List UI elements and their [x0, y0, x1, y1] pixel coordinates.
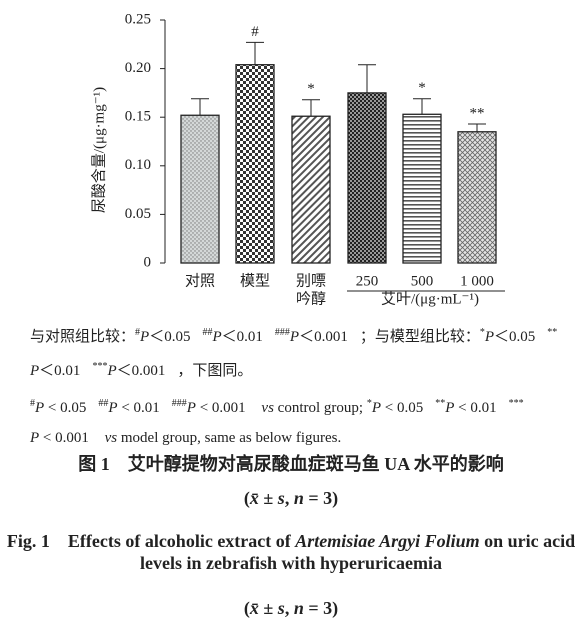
note-mark: ##: [202, 327, 213, 338]
y-tick-label: 0.10: [125, 157, 151, 173]
caption-stat-part: x̄: [249, 598, 259, 618]
caption-text: on uric acid levels in zebrafish with hy…: [140, 531, 576, 573]
note-p: P＜0.05: [140, 329, 191, 345]
bar: [402, 113, 442, 264]
note-p: P < 0.001: [186, 400, 246, 416]
significance: **: [470, 105, 485, 121]
x-tick-label: 对照: [185, 272, 215, 289]
note-mark: ##: [98, 398, 109, 409]
note-item: ##P < 0.01: [98, 398, 159, 416]
note-p: P＜0.01: [30, 363, 81, 379]
caption-stat-part: s: [277, 598, 285, 618]
note-text: control group;: [277, 400, 364, 416]
note-p: P < 0.05: [371, 400, 424, 416]
note-item: ***P < 0.001: [30, 398, 524, 446]
y-tick-label: 0.05: [125, 206, 151, 222]
y-tick-label: 0.20: [125, 60, 151, 76]
chart: 尿酸含量/(μg·mg⁻¹) 艾叶/(μg·mL⁻¹) 0 0.05 0.10 0.1…: [90, 11, 505, 307]
caption-stat: (x̄ ± s, n = 3): [0, 598, 582, 619]
x-tick-label: 1 000: [460, 273, 494, 289]
bar: [180, 114, 220, 264]
caption-stat-part: x̄: [249, 488, 259, 508]
x-tick-label: 500: [411, 273, 434, 289]
note-item: #P < 0.05: [30, 398, 86, 416]
caption-stat-part: ±: [258, 598, 278, 618]
note-p: P＜0.001: [289, 329, 348, 345]
x-tick-label: 250: [356, 273, 379, 289]
note-mark: ###: [171, 398, 187, 409]
note-text: vs: [261, 400, 274, 416]
significance: #: [251, 24, 259, 40]
note-item: ##P＜0.01: [202, 327, 262, 345]
caption-stat-part: ,: [284, 598, 294, 618]
note-cn: 与对照组比较：#P＜0.05 ##P＜0.01 ###P＜0.001 ；与模型组比较：…: [30, 318, 560, 386]
note-item: ** P＜0.01: [30, 327, 558, 379]
bar: [457, 131, 497, 264]
caption-stat: (x̄ ± s, n = 3): [0, 488, 582, 509]
note-item: *P＜0.05: [479, 327, 535, 345]
caption-text: Fig. 1 Effects of alcoholic extract of: [6, 531, 296, 551]
x-tick-label: 别嘌: [296, 272, 326, 289]
caption-stat-part: s: [277, 488, 285, 508]
caption-en: Fig. 1 Effects of alcoholic extract of A…: [0, 527, 582, 574]
note-p: P＜0.01: [212, 329, 263, 345]
note-text: vs: [104, 430, 118, 446]
caption-stat-part: n: [293, 598, 304, 618]
note-p: P < 0.01: [445, 400, 497, 416]
group-label: 艾叶/(μg·mL⁻¹): [381, 290, 479, 307]
y-tick-label: 0: [144, 254, 152, 270]
note-p: P＜0.05: [484, 329, 536, 345]
note-mark: #: [30, 398, 35, 409]
bar: [347, 92, 387, 264]
note-text: 与模型组比较：: [374, 329, 480, 345]
caption-cn: 图 1 艾叶醇提物对高尿酸血症斑马鱼 UA 水平的影响: [78, 454, 504, 474]
note-item: **P < 0.01: [435, 398, 496, 416]
caption-stat-part: (: [243, 488, 250, 508]
note-text: ，下图同。: [177, 363, 253, 379]
caption-text: Artemisiae Argyi Folium: [295, 531, 480, 551]
note-mark: *: [366, 398, 372, 409]
note-text: 与对照组比较：: [30, 329, 136, 345]
note-p: P＜0.001: [107, 363, 166, 379]
caption-stat-part: = 3): [303, 488, 339, 508]
caption-stat-part: = 3): [303, 598, 339, 618]
x-tick-label: 模型: [240, 272, 270, 289]
y-tick-label: 0.15: [125, 109, 151, 125]
note-item: ###P < 0.001: [171, 398, 246, 416]
x-tick-label: 吟醇: [296, 290, 326, 307]
caption-stat-part: (: [243, 598, 250, 618]
note-mark: ***: [508, 398, 524, 409]
y-tick-label: 0.25: [125, 11, 151, 27]
caption-stat-part: n: [293, 488, 304, 508]
note-item: ***P＜0.001: [92, 361, 165, 379]
note-text: model group, same as below figures.: [120, 430, 342, 446]
y-axis-label: 尿酸含量/(μg·mg⁻¹): [90, 87, 107, 213]
note-mark: **: [435, 398, 446, 409]
note-text: ；: [359, 329, 375, 345]
note-mark: *: [479, 327, 485, 338]
note-mark: ***: [92, 361, 108, 372]
note-mark: #: [135, 327, 141, 338]
note-p: P < 0.001: [30, 430, 89, 446]
notes: 与对照组比较：#P＜0.05 ##P＜0.01 ###P＜0.001 ；与模型组比较：…: [30, 318, 560, 453]
caption-stat-part: ±: [258, 488, 278, 508]
note-p: P < 0.05: [35, 400, 87, 416]
note-en: #P < 0.05 ##P < 0.01 ###P < 0.001 vs contr…: [30, 389, 560, 453]
caption-stat-part: ,: [284, 488, 294, 508]
significance: *: [307, 81, 315, 97]
note-item: ###P＜0.001: [274, 327, 348, 345]
note-mark: **: [547, 327, 558, 338]
note-item: *P < 0.05: [366, 398, 423, 416]
note-mark: ###: [274, 327, 290, 338]
bar: [235, 64, 275, 264]
note-item: #P＜0.05: [135, 327, 190, 345]
bar: [291, 115, 331, 264]
note-p: P < 0.01: [108, 400, 160, 416]
significance: *: [418, 80, 426, 96]
